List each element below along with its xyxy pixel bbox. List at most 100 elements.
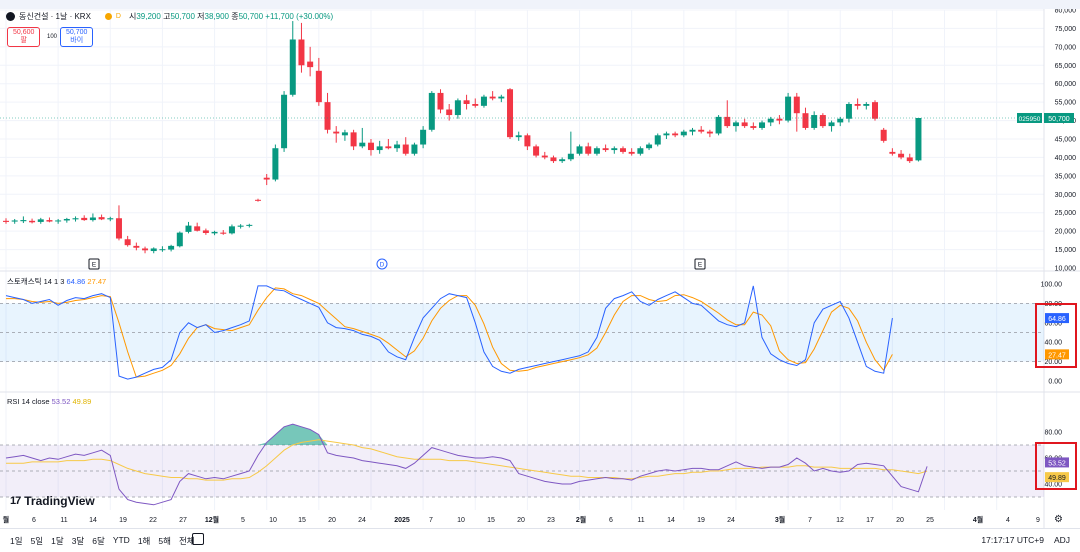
candle-body	[228, 226, 235, 234]
candle	[46, 217, 53, 223]
candle	[637, 146, 644, 156]
candle-body	[680, 131, 687, 136]
symbol-title[interactable]: 동신건설 · 1날 · KRX	[19, 12, 91, 21]
time-tick-label: 10	[457, 517, 465, 524]
candle	[11, 218, 18, 224]
candle-body	[889, 151, 896, 154]
candle-body	[46, 220, 53, 222]
stochastic-legend[interactable]: 스토캐스틱 14 1 3 64.86 27.47	[7, 277, 107, 286]
candle	[307, 46, 314, 77]
candle-body	[750, 126, 757, 128]
rsi-tick-label: 80.00	[1044, 430, 1062, 437]
candle-body	[706, 131, 713, 134]
candle	[819, 113, 826, 128]
range-button-4[interactable]: 6달	[92, 536, 105, 546]
calendar-icon[interactable]	[192, 533, 204, 545]
sell-button[interactable]: 50,600 팔	[7, 27, 41, 47]
rsi-legend[interactable]: RSI 14 close 53.52 49.89	[7, 397, 92, 406]
candle	[567, 131, 574, 162]
candle-body	[698, 129, 705, 132]
tradingview-mark-icon: 17	[10, 495, 21, 507]
stochastic-k-line	[5, 285, 893, 380]
candle-body	[37, 219, 44, 222]
candle-body	[480, 96, 487, 106]
candle	[898, 150, 905, 160]
time-tick-label: 11	[60, 517, 67, 524]
candle-body	[515, 135, 522, 138]
price-tick-label: 35,000	[1055, 173, 1077, 180]
candle-body	[689, 129, 696, 132]
candle-body	[602, 148, 609, 151]
candle	[402, 137, 409, 156]
candle-body	[255, 199, 262, 201]
symbol-header[interactable]: 동신건설 · 1날 · KRX D 시39,200 고50,700 저38,90…	[6, 11, 333, 22]
range-button-0[interactable]: 1일	[10, 536, 23, 546]
time-tick-label: 7	[429, 517, 433, 524]
candle-body	[3, 220, 9, 222]
candlestick-series	[0, 21, 1044, 254]
candle-body	[628, 151, 635, 154]
candle-body	[281, 94, 288, 149]
candle-body	[289, 39, 296, 95]
range-button-2[interactable]: 1달	[51, 536, 64, 546]
stochastic-k-tag-bg	[1045, 313, 1069, 324]
candle	[124, 235, 131, 247]
candle-body	[185, 225, 192, 232]
candle	[281, 91, 288, 152]
clock-readout[interactable]: 17:17:17 UTC+9	[981, 535, 1044, 545]
rsi-value-tag-bg	[1045, 457, 1069, 468]
current-price-tag: 50,700	[1048, 116, 1070, 123]
range-button-8[interactable]: 전체	[178, 536, 195, 546]
range-button-1[interactable]: 5일	[30, 536, 44, 546]
highlight-box-stochastic	[1035, 303, 1077, 368]
candle-body	[341, 132, 348, 136]
candle-body	[654, 135, 661, 145]
symbol-logo-icon	[6, 12, 15, 21]
candle-body	[307, 61, 314, 68]
range-button-6[interactable]: 1해	[137, 536, 151, 546]
candle	[628, 148, 635, 156]
candle	[489, 91, 496, 101]
candle	[828, 120, 835, 132]
stochastic-k-tag: 64.86	[1048, 316, 1066, 323]
adjust-toggle[interactable]: ADJ	[1053, 535, 1070, 545]
price-tick-label: 40,000	[1055, 155, 1077, 162]
candle	[255, 198, 262, 202]
candle	[585, 142, 592, 156]
candle	[837, 116, 844, 127]
tradingview-logo[interactable]: 17 TradingView	[10, 494, 95, 508]
buy-button[interactable]: 50,700 바이	[60, 27, 94, 47]
candle-body	[646, 144, 653, 149]
candle-body	[637, 148, 644, 154]
candle	[454, 98, 461, 119]
candle-body	[324, 102, 331, 130]
stochastic-series	[5, 285, 893, 380]
chart-canvas[interactable]: 80,00075,00070,00065,00060,00055,00050,0…	[0, 9, 1080, 528]
candle-body	[715, 116, 722, 134]
candle-body	[837, 118, 844, 123]
time-tick-label: 22	[149, 517, 157, 524]
candle	[472, 98, 479, 108]
time-tick-label: 19	[697, 517, 705, 524]
time-tick-label: 3월	[775, 515, 785, 524]
range-button-7[interactable]: 5해	[158, 536, 171, 546]
candle	[168, 244, 175, 252]
candle-body	[472, 103, 479, 106]
candle	[411, 142, 418, 156]
time-tick-label: 24	[358, 517, 366, 524]
range-button-5[interactable]: YTD	[112, 535, 130, 545]
candle	[159, 246, 166, 252]
candle-body	[672, 133, 679, 136]
candle-body	[107, 218, 114, 220]
price-tick-label: 10,000	[1055, 266, 1077, 273]
range-button-3[interactable]: 3달	[71, 536, 85, 546]
candle	[689, 127, 696, 136]
price-tick-label: 25,000	[1055, 210, 1077, 217]
settings-gear-icon[interactable]: ⚙	[1054, 514, 1063, 525]
candle	[793, 92, 800, 132]
candle	[428, 91, 435, 132]
candle	[37, 217, 44, 224]
price-axis[interactable]: 80,00075,00070,00065,00060,00055,00050,0…	[1017, 9, 1076, 489]
time-axis[interactable]: 월 6 11 14 19 22 27 12월 5 10 15 20 24 2025 7 10 15 20 23 2월 6…	[3, 515, 1040, 524]
